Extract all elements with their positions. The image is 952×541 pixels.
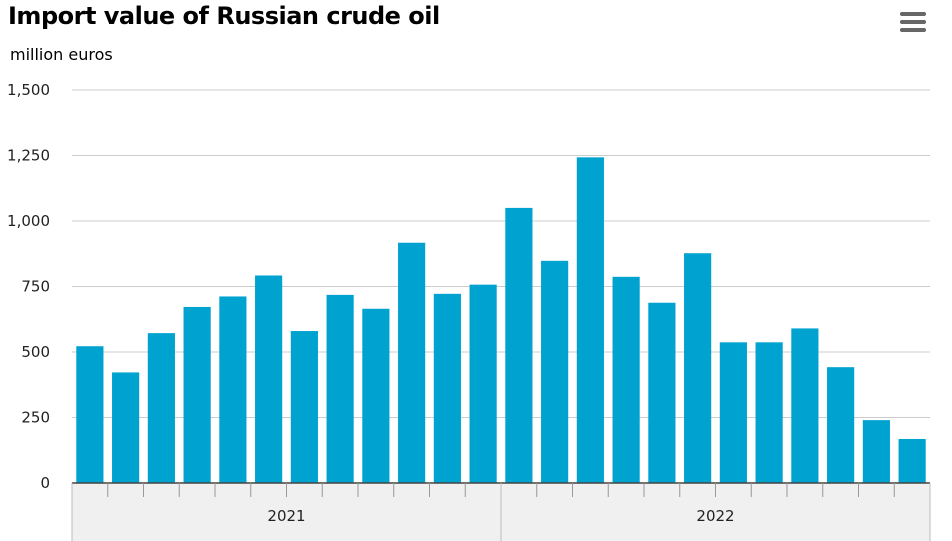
y-tick-label: 250: [21, 409, 50, 427]
bar: [827, 367, 855, 483]
x-group-label: 2022: [696, 507, 734, 525]
bar: [362, 308, 390, 483]
bar: [791, 328, 819, 483]
bar: [147, 333, 175, 483]
bar: [755, 342, 783, 483]
bar: [719, 342, 747, 483]
bar: [398, 242, 426, 483]
bar: [505, 207, 533, 483]
y-tick-label: 0: [40, 474, 50, 492]
bar: [576, 157, 604, 484]
bar: [112, 372, 140, 483]
chart-title: Import value of Russian crude oil: [8, 2, 440, 30]
bar: [183, 306, 211, 483]
y-tick-label: 1,500: [7, 81, 50, 99]
bar: [612, 276, 640, 483]
bar: [290, 331, 318, 483]
y-tick-label: 500: [21, 343, 50, 361]
bar: [648, 302, 676, 483]
bar: [255, 275, 283, 483]
y-axis-unit-label: million euros: [10, 45, 113, 64]
bar: [862, 420, 890, 483]
y-tick-label: 1,250: [7, 147, 50, 165]
bar: [469, 284, 497, 483]
bar: [684, 253, 712, 483]
bar: [219, 296, 247, 483]
y-tick-label: 750: [21, 278, 50, 296]
bar: [76, 346, 104, 483]
hamburger-menu-icon[interactable]: [900, 12, 926, 34]
bar: [326, 294, 354, 483]
x-group-label: 2021: [267, 507, 305, 525]
bar: [541, 260, 569, 483]
bar: [433, 293, 461, 483]
y-tick-label: 1,000: [7, 212, 50, 230]
bar: [898, 438, 926, 483]
